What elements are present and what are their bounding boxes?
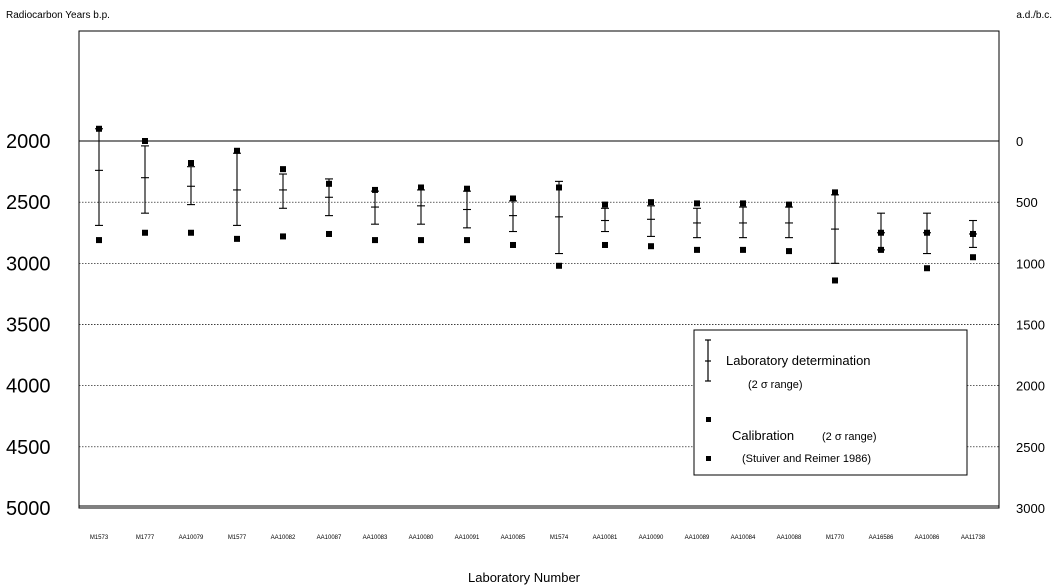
category-label: AA10084 [731, 535, 756, 541]
right-tick-label: 1500 [1016, 318, 1045, 333]
category-label: AA10090 [639, 535, 664, 541]
calibration-point-lower [234, 235, 240, 242]
left-tick-label: 5000 [6, 498, 51, 520]
calibration-point-lower [648, 243, 654, 250]
calibration-point-lower [188, 229, 194, 236]
calibration-point-upper [556, 184, 562, 191]
legend: Laboratory determination (2 σ range) Cal… [693, 329, 968, 476]
calibration-point-lower [924, 265, 930, 272]
calibration-point-lower [556, 262, 562, 269]
category-label: AA10082 [271, 535, 296, 541]
legend-label-lab-sub: (2 σ range) [748, 379, 802, 391]
category-label: AA10085 [501, 535, 526, 541]
legend-label-calibration: Calibration [732, 428, 794, 443]
calibration-point-upper [602, 201, 608, 208]
calibration-point-upper [280, 166, 286, 173]
right-tick-label: 500 [1016, 195, 1038, 210]
left-tick-label: 3500 [6, 315, 51, 337]
category-label: M1573 [90, 535, 109, 541]
right-tick-label: 3000 [1016, 501, 1045, 516]
calibration-point-lower [372, 237, 378, 244]
calibration-point-upper [326, 180, 332, 187]
category-labels: M1573 M1777 AA10079 M1577 AA10082 AA10087 AA10… [90, 535, 986, 541]
calibration-point-lower [970, 254, 976, 261]
calibration-point-lower [740, 246, 746, 253]
calibration-point-upper [694, 200, 700, 207]
left-tick-label: 4000 [6, 376, 51, 398]
right-tick-label: 2000 [1016, 379, 1045, 394]
calibration-point-upper [418, 184, 424, 191]
category-label: AA10081 [593, 535, 618, 541]
calibration-point-upper [970, 230, 976, 237]
legend-square-bottom [706, 456, 711, 461]
calibration-point-upper [924, 229, 930, 236]
calibration-point-lower [418, 237, 424, 244]
calibration-point-upper [234, 147, 240, 154]
category-label: M1577 [228, 535, 247, 541]
calibration-point-upper [372, 186, 378, 193]
right-tick-labels: 0 500 1000 1500 2000 2500 3000 [1016, 134, 1045, 516]
calibration-point-lower [326, 230, 332, 237]
category-label: AA16586 [869, 535, 894, 541]
category-label: M1770 [826, 535, 845, 541]
calibration-point-upper [648, 199, 654, 206]
plot-frame [78, 30, 1000, 509]
legend-range-symbol [705, 339, 711, 382]
calibration-point-upper [786, 201, 792, 208]
calibration-point-lower [142, 229, 148, 236]
right-tick-label: 1000 [1016, 256, 1045, 271]
calibration-point-upper [740, 200, 746, 207]
calibration-point-upper [188, 160, 194, 167]
x-axis-title: Laboratory Number [468, 570, 581, 585]
calibration-point-upper [878, 229, 884, 236]
legend-box [693, 329, 968, 476]
calibration-point-lower [878, 246, 884, 253]
left-tick-label: 3000 [6, 253, 51, 275]
calibration-point-upper [832, 189, 838, 196]
data-marks [95, 125, 977, 284]
left-tick-label: 4500 [6, 437, 51, 459]
calibration-point-upper [142, 138, 148, 144]
category-label: AA10083 [363, 535, 388, 541]
category-label: AA10091 [455, 535, 480, 541]
left-tick-labels: 2000 2500 3000 3500 4000 4500 5000 [6, 131, 51, 520]
calibration-point-upper [96, 125, 102, 132]
calibration-point-lower [280, 233, 286, 240]
calibration-point-lower [832, 277, 838, 284]
legend-square-top [706, 417, 711, 422]
left-tick-label: 2000 [6, 131, 51, 153]
category-label: AA10089 [685, 535, 710, 541]
calibration-point-lower [694, 246, 700, 253]
category-label: AA10087 [317, 535, 342, 541]
legend-label-calibration-sub: (2 σ range) [822, 431, 876, 443]
right-axis-title: a.d./b.c. [1016, 10, 1052, 21]
category-label: AA10086 [915, 535, 940, 541]
calibration-point-lower [786, 248, 792, 255]
calibration-point-upper [464, 185, 470, 192]
category-label: AA10079 [179, 535, 204, 541]
category-label: AA11738 [961, 535, 986, 541]
category-label: AA10088 [777, 535, 802, 541]
calibration-point-lower [510, 241, 516, 248]
right-tick-label: 0 [1016, 134, 1023, 149]
left-axis-title: Radiocarbon Years b.p. [6, 10, 110, 21]
left-tick-label: 2500 [6, 192, 51, 214]
gridlines [79, 140, 999, 448]
category-label: M1777 [136, 535, 155, 541]
legend-label-citation: (Stuiver and Reimer 1986) [742, 453, 871, 465]
calibration-point-lower [464, 237, 470, 244]
calibration-point-lower [602, 241, 608, 248]
category-label: M1574 [550, 535, 569, 541]
calibration-point-upper [510, 195, 516, 202]
right-tick-label: 2500 [1016, 440, 1045, 455]
category-label: AA10080 [409, 535, 434, 541]
calibration-point-lower [96, 237, 102, 244]
legend-label-lab: Laboratory determination [726, 353, 871, 368]
